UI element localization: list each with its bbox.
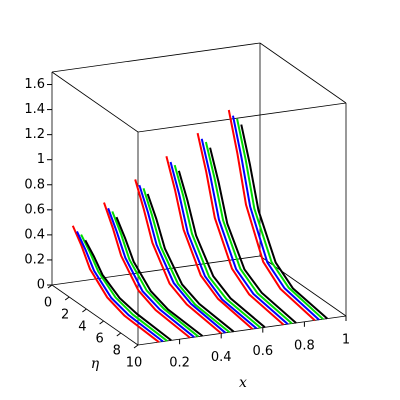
box-edge [137,102,347,133]
y-tick-label: 6 [95,332,103,347]
curve [71,225,160,343]
box-edge [51,255,261,286]
curve [209,147,297,324]
x-tick-label: 0.4 [211,350,232,365]
x-tick-label: 1 [342,333,350,348]
z-tick-label: 0 [37,278,45,293]
curve [146,193,235,333]
curve [142,187,231,334]
curve [227,109,316,322]
box-edge [259,42,347,104]
curve [196,132,285,326]
curve [177,170,266,329]
y-tick-label: 0 [44,296,52,311]
z-tick-label: 0.6 [24,202,45,217]
z-tick-label: 0.8 [24,177,45,192]
curve [240,124,328,320]
y-tick-label: 4 [78,320,86,335]
curve [204,141,293,325]
y-axis-label: η [91,356,100,372]
box-edge [51,42,261,73]
box-edge [137,315,347,346]
box-edge [51,71,139,133]
y-tick [116,332,122,337]
y-tick [133,344,139,349]
x-tick-label: 0.6 [252,344,273,359]
curve [115,216,204,337]
curve [80,234,168,342]
y-tick-label: 8 [113,344,121,359]
z-tick-label: 0.4 [24,227,45,242]
curve [236,118,324,320]
curve [169,161,258,330]
curve [134,179,222,335]
z-tick-label: 0.2 [24,252,45,267]
x-tick-label: 0.2 [169,356,190,371]
z-tick-label: 1.2 [24,127,45,142]
y-tick [82,308,87,313]
curve [138,184,227,334]
y-tick-label: 2 [61,308,69,323]
curve [231,115,320,321]
y-tick [47,284,53,289]
curve [76,230,164,343]
curve [84,239,172,342]
y-tick-label: 10 [126,356,143,371]
y-tick [64,296,70,301]
curve [111,211,199,338]
y-tick [99,320,104,325]
x-tick-label: 0.8 [294,338,315,353]
z-tick-label: 1 [37,152,45,167]
z-tick-label: 1.6 [24,77,45,92]
x-axis-label: x [239,375,247,391]
curve [107,207,195,338]
curve [103,202,191,339]
curve [173,164,262,329]
curve [165,156,254,330]
box-edge [51,284,139,346]
curve [200,138,289,325]
z-tick-label: 1.4 [24,102,45,117]
